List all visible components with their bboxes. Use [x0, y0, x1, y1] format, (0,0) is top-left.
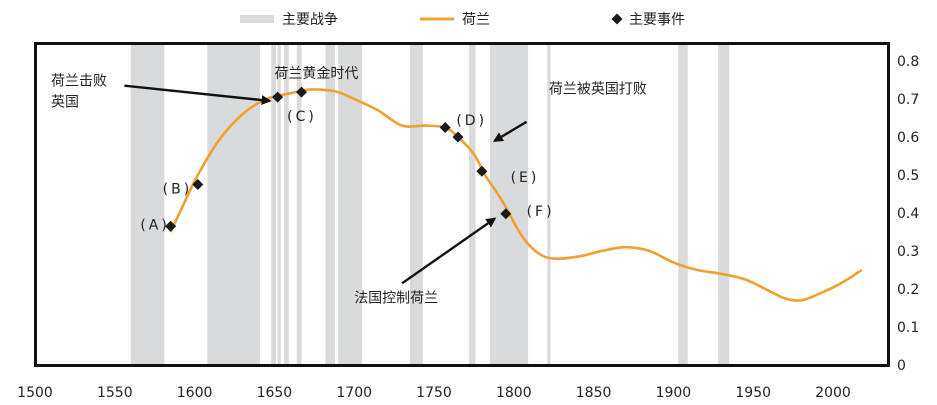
event-label: (D)	[456, 113, 487, 129]
war-band	[271, 43, 276, 365]
annotation-arrow	[124, 84, 272, 106]
war-band	[338, 43, 363, 365]
y-tick-label: 0	[897, 358, 906, 374]
series-line-netherlands	[169, 88, 863, 302]
war-band	[130, 43, 165, 365]
y-tick-label: 0.1	[897, 320, 919, 336]
annotation-arrow	[401, 217, 497, 285]
x-tick-label: 1500	[17, 385, 53, 401]
war-band	[469, 43, 476, 365]
war-band	[718, 43, 730, 365]
event-label: (C)	[287, 109, 317, 125]
war-band	[277, 43, 281, 365]
x-tick-label: 1800	[496, 385, 532, 401]
event-label: (F)	[527, 204, 555, 220]
y-tick-label: 0.4	[897, 206, 919, 222]
x-tick-label: 2000	[815, 385, 851, 401]
y-tick-label: 0.3	[897, 244, 919, 260]
event-label: (E)	[511, 170, 540, 186]
event-marker	[192, 179, 204, 190]
event-label: (A)	[140, 217, 170, 233]
annotation-text: 法国控制荷兰	[354, 290, 438, 306]
war-band	[283, 43, 289, 365]
war-band	[410, 43, 423, 365]
x-tick-label: 1750	[416, 385, 452, 401]
event-marker	[439, 122, 451, 133]
annotation-text: 荷兰被英国打败	[549, 80, 647, 97]
event-marker	[452, 131, 464, 143]
event-marker	[500, 208, 512, 220]
plot-frame	[34, 42, 890, 367]
x-tick-label: 1550	[97, 385, 133, 401]
annotation-text: 荷兰黄金时代	[274, 65, 358, 82]
war-band	[207, 43, 261, 365]
war-band	[489, 43, 529, 365]
legend-label: 荷兰	[462, 12, 490, 28]
war-bands	[130, 43, 730, 365]
y-tick-label: 0.8	[897, 54, 919, 70]
series-layer	[169, 88, 863, 302]
legend: 主要战争 荷兰 主要事件	[240, 12, 685, 28]
event-marker	[296, 86, 308, 98]
legend-label: 主要战争	[282, 12, 338, 28]
legend-diamond-swatch	[611, 13, 623, 25]
y-tick-label: 0.6	[897, 130, 919, 146]
x-tick-label: 1700	[336, 385, 372, 401]
y-tick-label: 0.2	[897, 282, 919, 298]
event-marker	[165, 220, 177, 232]
x-tick-label: 1850	[576, 385, 612, 401]
events-layer: (A) (B) (C) (D) (E) (F)	[140, 86, 555, 233]
event-label: (B)	[163, 181, 193, 197]
annotation-text: 荷兰击败	[51, 74, 107, 90]
x-tick-label: 1650	[257, 385, 293, 401]
legend-war-swatch	[240, 15, 274, 23]
x-axis-ticks: 1500 1550 1600 1650 1700 1750 1800 1850 1900 1950…	[17, 385, 851, 401]
x-tick-label: 1900	[656, 385, 692, 401]
war-band	[547, 43, 551, 365]
legend-label: 主要事件	[629, 12, 685, 28]
war-band	[325, 43, 336, 365]
event-marker	[476, 165, 488, 177]
event-marker	[272, 91, 284, 103]
y-axis-ticks: 0 0.1 0.2 0.3 0.4 0.5 0.6 0.7 0.8	[897, 54, 919, 374]
annotation-arrow	[492, 120, 528, 142]
y-tick-label: 0.5	[897, 168, 919, 184]
x-tick-label: 1600	[177, 385, 213, 401]
annotation-text: 英国	[51, 94, 79, 111]
war-band	[678, 43, 688, 365]
y-tick-label: 0.7	[897, 92, 919, 108]
war-band	[296, 43, 302, 365]
x-tick-label: 1950	[735, 385, 771, 401]
